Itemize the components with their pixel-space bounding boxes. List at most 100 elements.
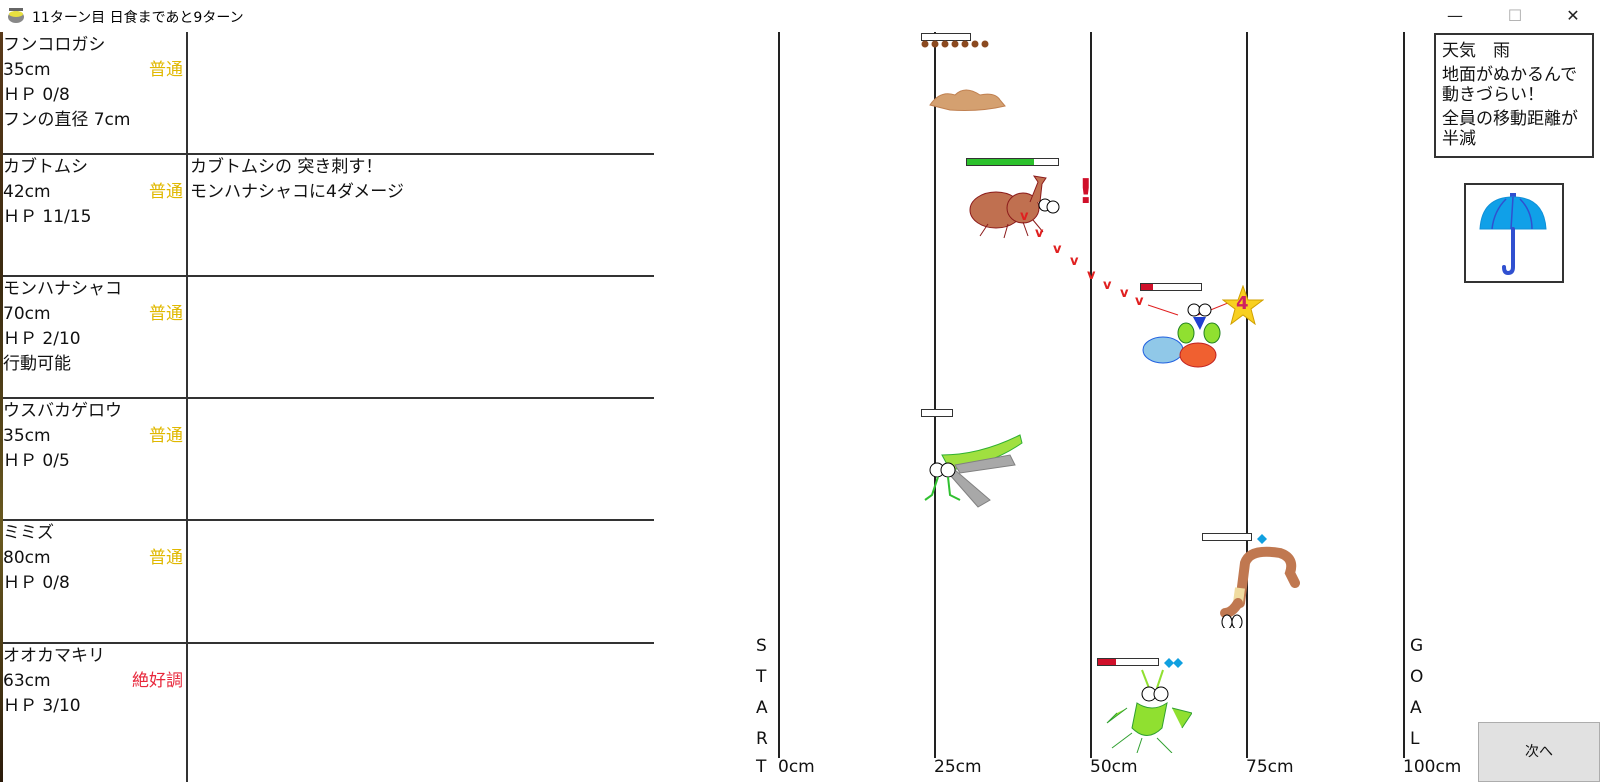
- hp-bar: [1140, 283, 1202, 291]
- hp-fill: [1141, 284, 1153, 290]
- character-name: ミミズ: [3, 523, 54, 543]
- character-name: オオカマキリ: [3, 646, 105, 666]
- mantis-sprite: [1106, 669, 1192, 753]
- character-position: 35cm: [3, 426, 51, 446]
- battle-message: カブトムシの 突き刺す！: [190, 157, 383, 177]
- character-status: フンコロガシ 35cm 普通 ＨＰ 0/8 フンの直径 7cm: [3, 33, 183, 133]
- character-hp: ＨＰ 0/8: [3, 85, 70, 105]
- window-title: 11ターン目 日食まであと9ターン: [32, 10, 244, 26]
- weather-panel: 天気 雨 地面がぬかるんで動きづらい！ 全員の移動距離が半減: [1434, 33, 1594, 158]
- character-name: ウスバカゲロウ: [3, 401, 122, 421]
- damage-number: 4: [1236, 293, 1249, 314]
- character-position: 42cm: [3, 182, 51, 202]
- diamond-icon: [1257, 534, 1267, 544]
- weather-icon-box: [1464, 183, 1564, 283]
- tick-label: 100cm: [1403, 757, 1462, 777]
- mantis-shrimp-sprite: [1142, 302, 1228, 368]
- character-name: モンハナシャコ: [3, 279, 122, 299]
- character-position: 35cm: [3, 60, 51, 80]
- svg-text:v: v: [1135, 294, 1144, 309]
- track-line-0: [778, 32, 780, 758]
- exclamation-mark: !: [1078, 172, 1094, 212]
- background-strip: [0, 32, 3, 782]
- beetle-sprite: [969, 175, 1060, 239]
- character-hp: ＨＰ 3/10: [3, 696, 81, 716]
- svg-text:v: v: [1035, 226, 1044, 241]
- tick-label: 50cm: [1090, 757, 1138, 777]
- svg-text:v: v: [1103, 278, 1112, 293]
- track-line-50: [1090, 32, 1092, 758]
- character-status: ミミズ 80cm 普通 ＨＰ 0/8: [3, 521, 183, 596]
- character-position: 63cm: [3, 671, 51, 691]
- damage-star-icon: [1222, 285, 1264, 325]
- hp-fill: [1098, 659, 1116, 665]
- condition-label: 普通: [149, 60, 183, 80]
- hp-bar: [921, 409, 953, 417]
- condition-label: 普通: [149, 548, 183, 568]
- maximize-button[interactable]: ☐: [1507, 6, 1523, 25]
- weather-effect: 地面がぬかるんで動きづらい！: [1442, 65, 1578, 105]
- character-status: モンハナシャコ 70cm 普通 ＨＰ 2/10 行動可能: [3, 277, 183, 377]
- condition-label: 絶好調: [132, 671, 183, 691]
- tick-label: 25cm: [934, 757, 982, 777]
- character-status: カブトムシ 42cm 普通 ＨＰ 11/15: [3, 155, 183, 230]
- svg-text:v: v: [1053, 242, 1062, 257]
- hp-fill: [967, 159, 1034, 165]
- minimize-button[interactable]: —: [1447, 6, 1463, 25]
- earthworm-sprite: [1220, 546, 1300, 628]
- hp-bar: [1202, 533, 1252, 541]
- start-label: S: [756, 636, 767, 656]
- character-extra: フンの直径 7cm: [3, 110, 131, 130]
- condition-label: 普通: [149, 182, 183, 202]
- row-divider: [3, 397, 654, 399]
- character-position: 80cm: [3, 548, 51, 568]
- row-divider: [3, 275, 654, 277]
- antlion-sprite: [924, 434, 1023, 508]
- title-bar: 11ターン目 日食まであと9ターン — ☐ ✕: [0, 0, 1602, 32]
- svg-text:v: v: [1087, 268, 1096, 283]
- goal-label: A: [1410, 698, 1422, 718]
- start-label: T: [756, 667, 767, 687]
- character-position: 70cm: [3, 304, 51, 324]
- hp-bar: [966, 158, 1059, 166]
- character-name: カブトムシ: [3, 157, 88, 177]
- character-hp: ＨＰ 0/5: [3, 451, 70, 471]
- hp-bar: [921, 33, 971, 41]
- character-extra: 行動可能: [3, 354, 71, 374]
- track-line-100: [1403, 32, 1405, 758]
- message-panel: [186, 32, 654, 782]
- start-label: A: [756, 698, 768, 718]
- track-line-75: [1246, 32, 1248, 758]
- row-divider: [3, 642, 654, 644]
- status-panel: [3, 32, 188, 782]
- app-icon: [8, 8, 24, 23]
- close-button[interactable]: ✕: [1566, 6, 1580, 25]
- diamond-icon: [1164, 658, 1183, 668]
- character-hp: ＨＰ 11/15: [3, 207, 92, 227]
- svg-text:v: v: [1120, 286, 1129, 301]
- condition-label: 普通: [149, 304, 183, 324]
- weather-effect: 全員の移動距離が半減: [1442, 109, 1578, 149]
- condition-label: 普通: [149, 426, 183, 446]
- goal-label: G: [1410, 636, 1424, 656]
- svg-text:v: v: [1020, 209, 1029, 224]
- next-button[interactable]: 次へ: [1478, 722, 1600, 782]
- character-hp: ＨＰ 2/10: [3, 329, 81, 349]
- hp-bar: [1097, 658, 1159, 666]
- goal-label: L: [1410, 729, 1420, 749]
- character-status: オオカマキリ 63cm 絶好調 ＨＰ 3/10: [3, 644, 183, 719]
- track-line-25: [934, 32, 936, 758]
- goal-label: O: [1410, 667, 1424, 687]
- start-label: R: [756, 729, 768, 749]
- tick-label: 0cm: [778, 757, 815, 777]
- weather-title: 天気 雨: [1442, 41, 1510, 61]
- character-hp: ＨＰ 0/8: [3, 573, 70, 593]
- tick-label: 75cm: [1246, 757, 1294, 777]
- row-divider: [3, 153, 654, 155]
- umbrella-icon: [1479, 193, 1547, 276]
- start-label: T: [756, 757, 767, 777]
- dung-beetle-sprite: [921, 40, 1006, 111]
- battle-message: モンハナシャコに4ダメージ: [190, 182, 404, 202]
- character-status: ウスバカゲロウ 35cm 普通 ＨＰ 0/5: [3, 399, 183, 474]
